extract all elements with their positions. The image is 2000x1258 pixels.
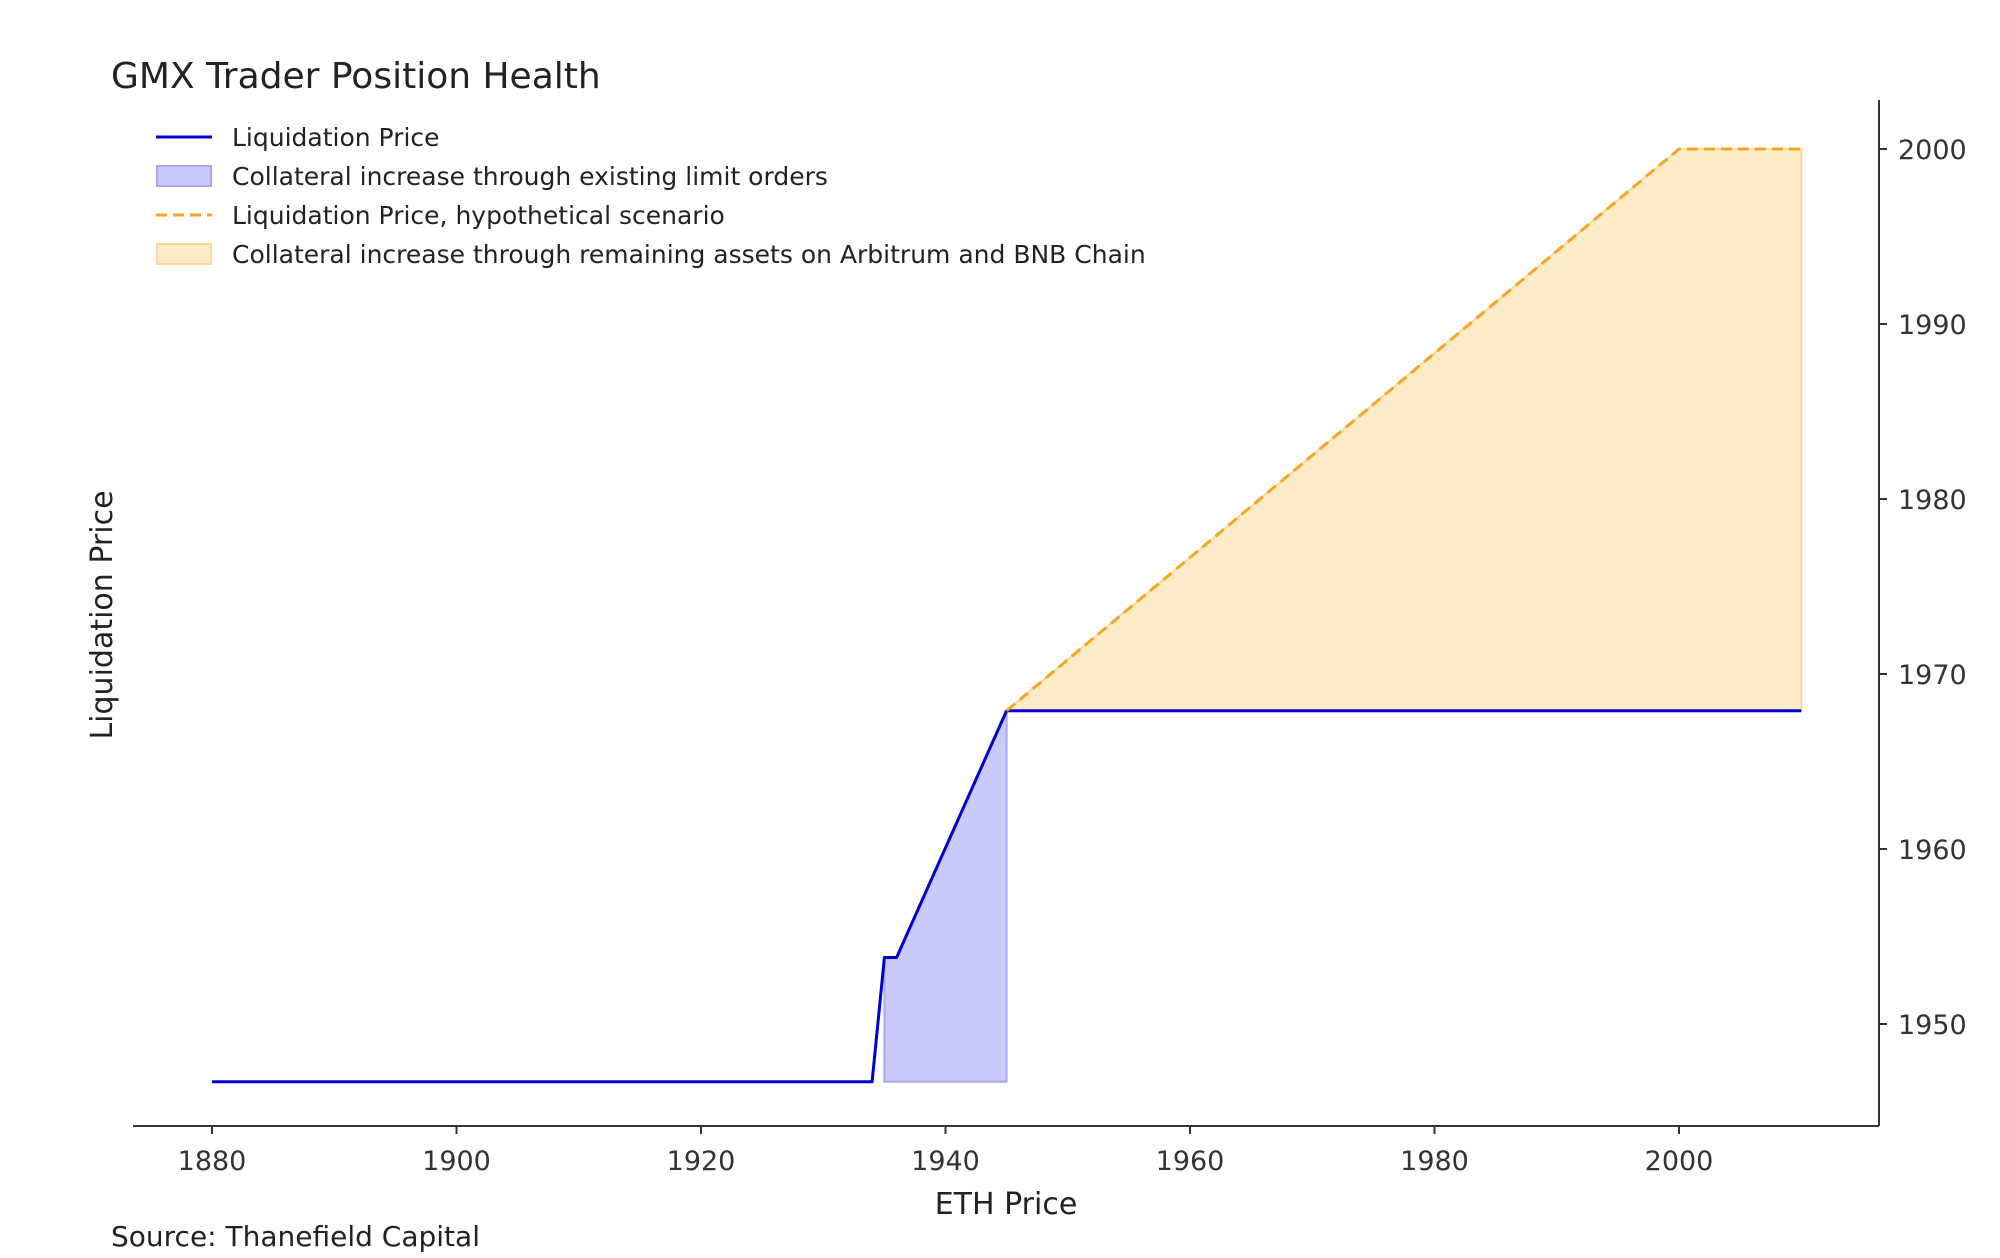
fill-layer xyxy=(883,148,1803,1083)
fill-area-2 xyxy=(1003,148,1803,712)
legend-label: Collateral increase through existing lim… xyxy=(232,162,828,191)
x-ticks: 1880 1900 1920 1940 1960 1980 2000 xyxy=(178,1126,1714,1177)
y-tick-label: 1990 xyxy=(1898,310,1967,341)
y-ticks: 1950 1960 1970 1980 1990 2000 xyxy=(1879,135,1967,1041)
y-tick-label: 1980 xyxy=(1898,485,1967,516)
y-tick-label: 1950 xyxy=(1898,1010,1967,1041)
legend-swatch-patch xyxy=(156,243,212,265)
legend-label: Collateral increase through remaining as… xyxy=(232,240,1146,269)
chart-title: GMX Trader Position Health xyxy=(111,56,601,97)
legend-label: Liquidation Price xyxy=(232,123,440,152)
series-line-2 xyxy=(1005,147,1802,712)
x-tick-label: 1880 xyxy=(178,1146,247,1177)
x-tick-label: 1940 xyxy=(911,1146,980,1177)
fill-area-1 xyxy=(883,710,1008,1083)
legend: Liquidation Price Collateral increase thr… xyxy=(156,123,1146,269)
plot-area: 1880 1900 1920 1940 1960 1980 2000 1950 1960 197… xyxy=(133,100,1967,1177)
x-tick-label: 1960 xyxy=(1156,1146,1225,1177)
x-tick-label: 1920 xyxy=(667,1146,736,1177)
y-axis-label: Liquidation Price xyxy=(85,490,120,739)
y-tick-label: 2000 xyxy=(1898,135,1967,166)
series-line-1 xyxy=(212,709,1802,1084)
x-tick-label: 1900 xyxy=(422,1146,491,1177)
x-tick-label: 1980 xyxy=(1400,1146,1469,1177)
x-axis-label: ETH Price xyxy=(935,1187,1078,1222)
series-layer xyxy=(212,147,1802,1084)
x-tick-label: 2000 xyxy=(1645,1146,1714,1177)
legend-label: Liquidation Price, hypothetical scenario xyxy=(232,201,725,230)
y-tick-label: 1960 xyxy=(1898,835,1967,866)
legend-swatch-patch xyxy=(156,165,212,187)
y-tick-label: 1970 xyxy=(1898,660,1967,691)
source-note: Source: Thanefield Capital xyxy=(111,1220,480,1253)
